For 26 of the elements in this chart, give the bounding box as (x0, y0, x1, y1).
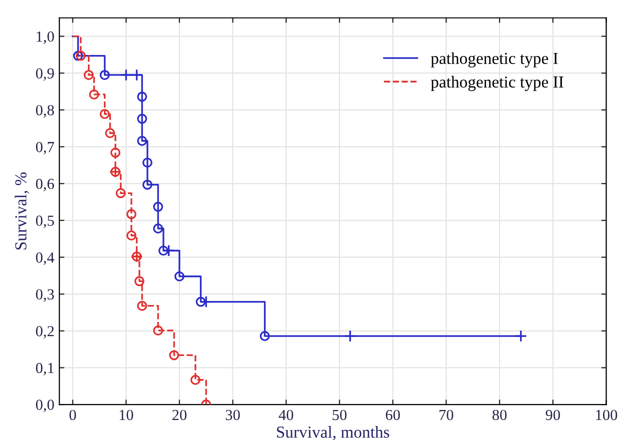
y-tick-label: 0,6 (36, 178, 54, 192)
y-tick-label: 0,1 (36, 362, 54, 376)
x-tick-label: 60 (386, 410, 400, 420)
x-tick-label: 40 (278, 410, 294, 420)
x-tick-label: 0 (69, 410, 76, 420)
x-axis-title: Survival, months (276, 426, 390, 440)
y-tick-label: 0,3 (36, 289, 54, 302)
legend-label: pathogenetic type I (430, 52, 558, 68)
x-tick-label: 90 (546, 410, 560, 420)
x-tick-label: 70 (440, 410, 454, 420)
y-tick-label: 0,2 (36, 326, 54, 339)
y-tick-label: 0,8 (36, 105, 54, 118)
y-tick-label: 1,0 (36, 31, 54, 44)
x-tick-label: 20 (172, 410, 186, 420)
y-tick-label: 0,7 (36, 142, 54, 154)
y-axis-title: Survival, % (14, 172, 29, 250)
y-tick-label: 0,0 (36, 400, 54, 412)
x-tick-label: 50 (332, 410, 347, 420)
y-tick-label: 0,5 (36, 216, 54, 228)
x-tick-label: 10 (120, 410, 134, 420)
x-tick-label: 80 (492, 410, 507, 420)
x-tick-label: 30 (226, 410, 240, 420)
legend-label: pathogenetic type II (430, 76, 564, 92)
x-tick-label: 100 (596, 410, 618, 420)
y-tick-label: 0,9 (36, 68, 54, 81)
y-tick-label: 0,4 (36, 252, 54, 265)
